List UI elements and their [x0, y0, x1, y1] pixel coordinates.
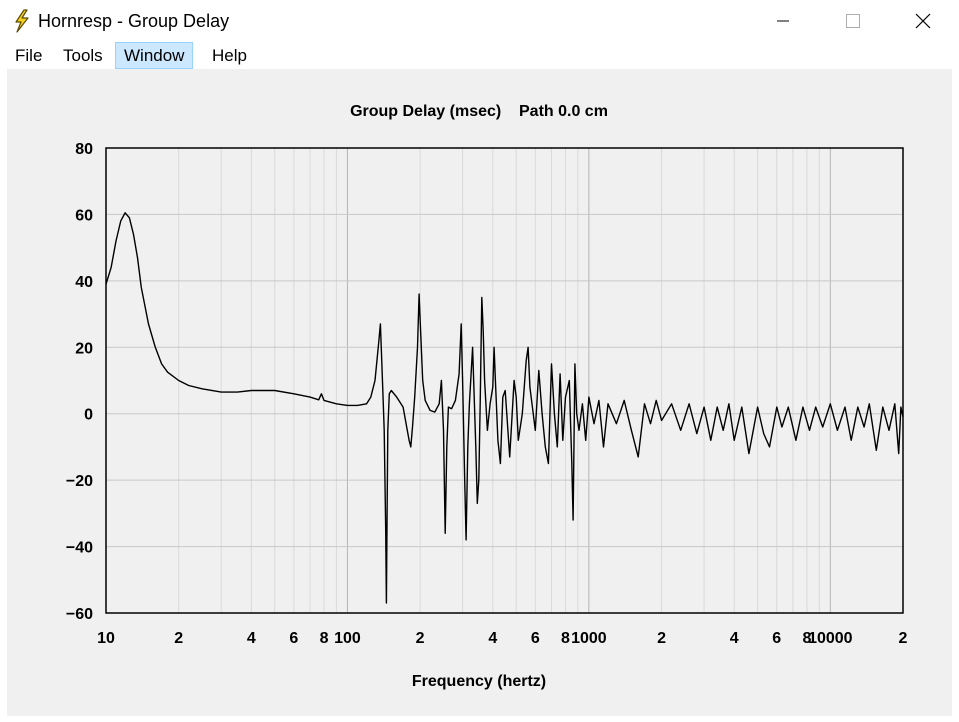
- maximize-button[interactable]: [818, 0, 888, 42]
- y-tick-label: 20: [75, 340, 93, 357]
- x-tick-label: 2: [416, 630, 425, 647]
- maximize-icon: [846, 14, 860, 28]
- menu-window[interactable]: Window: [115, 42, 194, 69]
- x-tick-label: 10: [97, 630, 115, 647]
- close-icon: [915, 13, 931, 29]
- x-tick-label: 100: [334, 630, 361, 647]
- x-tick-label: 10000: [808, 630, 853, 647]
- x-axis-label: Frequency (hertz): [412, 673, 546, 690]
- x-tick-label: 6: [531, 630, 540, 647]
- y-tick-labels: 80 60 40 20 0 −20 −40 −60: [66, 141, 93, 623]
- menu-bar: File Tools Window Help: [0, 42, 959, 69]
- x-tick-label: 4: [488, 630, 497, 647]
- chart-area: 80 60 40 20 0 −20 −40 −60 10 2 4 6 8 100 2 4 6 8 1000 2 4 6 8…: [7, 69, 952, 716]
- title-bar[interactable]: Hornresp - Group Delay: [0, 0, 959, 42]
- close-button[interactable]: [888, 0, 958, 42]
- plot-frame: [105, 147, 904, 614]
- grid: [105, 147, 904, 614]
- x-tick-label: 2: [899, 630, 908, 647]
- window-title: Hornresp - Group Delay: [38, 11, 230, 31]
- x-tick-label: 6: [772, 630, 781, 647]
- window-border-left: [0, 69, 7, 722]
- y-tick-label: 60: [75, 207, 93, 224]
- x-tick-label: 6: [289, 630, 298, 647]
- lightning-bolt-icon: [15, 9, 29, 33]
- y-tick-label: −40: [66, 540, 93, 557]
- menu-help[interactable]: Help: [212, 46, 247, 65]
- minimize-icon: [777, 20, 789, 22]
- x-tick-label: 1000: [571, 630, 607, 647]
- x-tick-label: 8: [561, 630, 570, 647]
- x-tick-label: 4: [247, 630, 256, 647]
- series-layer: [105, 212, 904, 604]
- x-tick-label: 8: [320, 630, 329, 647]
- group-delay-series-line: [105, 212, 904, 604]
- x-tick-label: 2: [174, 630, 183, 647]
- minimize-button[interactable]: [748, 0, 818, 42]
- y-tick-label: 80: [75, 141, 93, 158]
- menu-tools[interactable]: Tools: [63, 46, 103, 65]
- y-tick-label: −20: [66, 473, 93, 490]
- x-tick-label: 2: [657, 630, 666, 647]
- x-tick-label: 4: [730, 630, 739, 647]
- y-tick-label: −60: [66, 606, 93, 623]
- y-tick-label: 0: [84, 407, 93, 424]
- window-border-right: [952, 69, 959, 722]
- x-tick-label: 8: [802, 630, 811, 647]
- chart-title: Group Delay (msec) Path 0.0 cm: [350, 103, 608, 120]
- y-tick-label: 40: [75, 274, 93, 291]
- window-border-bottom: [0, 716, 959, 722]
- menu-file[interactable]: File: [15, 46, 43, 65]
